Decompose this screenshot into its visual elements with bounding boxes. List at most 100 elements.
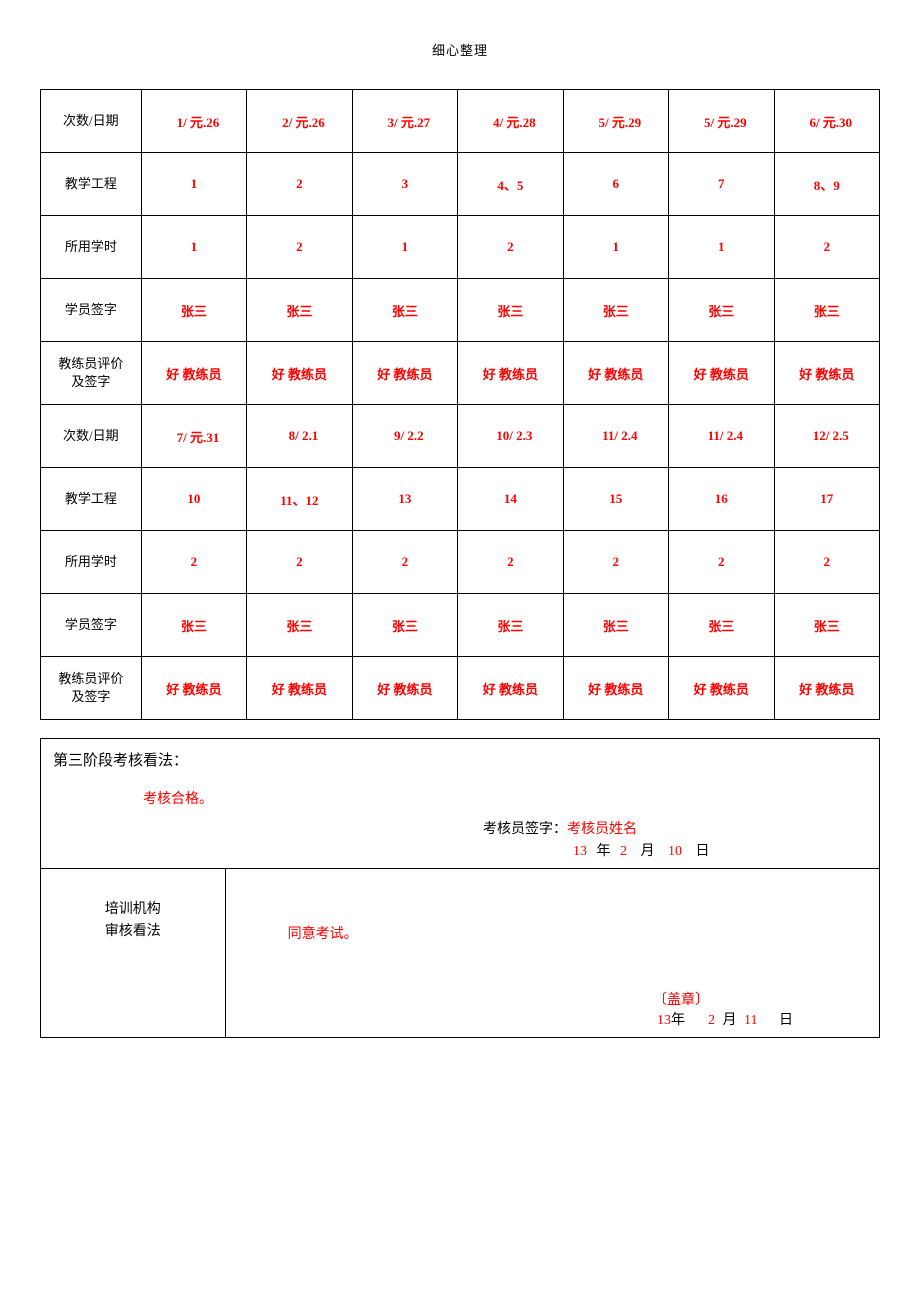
institution-row: 培训机构审核看法 同意考试。 〔盖章〕 13年 2 月 11 日 <box>41 869 880 1038</box>
assessment-title: 第三阶段考核看法： <box>53 749 867 770</box>
row-header-project: 教学工程 <box>41 153 142 216</box>
cell-hours: 2 <box>669 531 774 594</box>
cell-student: 张三 <box>669 594 774 657</box>
row-header-hours: 所用学时 <box>41 216 142 279</box>
signer-name: 考核员姓名 <box>567 822 637 837</box>
cell-date: 7/ 元.31 <box>141 405 246 468</box>
table-row: 学员签字 张三 张三 张三 张三 张三 张三 张三 <box>41 594 880 657</box>
table-row: 次数/日期 7/ 元.31 8/ 2.1 9/ 2.2 10/ 2.3 11/ … <box>41 405 880 468</box>
cell-project: 3 <box>352 153 457 216</box>
cell-coach: 好 教练员 <box>563 657 668 720</box>
cell-student: 张三 <box>774 279 880 342</box>
cell-hours: 2 <box>774 531 880 594</box>
table-row: 教学工程 1 2 3 4、5 6 7 8、9 <box>41 153 880 216</box>
cell-project: 17 <box>774 468 880 531</box>
cell-student: 张三 <box>141 594 246 657</box>
assessment-row: 第三阶段考核看法： 考核合格。 考核员签字：考核员姓名 13 年 2 月 10 … <box>41 739 880 869</box>
row-header-student: 学员签字 <box>41 594 142 657</box>
assessor-sign-line: 考核员签字：考核员姓名 <box>53 818 867 838</box>
cell-project: 8、9 <box>774 153 880 216</box>
cell-project: 13 <box>352 468 457 531</box>
cell-date: 6/ 元.30 <box>774 90 880 153</box>
cell-coach: 好 教练员 <box>247 657 352 720</box>
cell-student: 张三 <box>458 594 563 657</box>
cell-coach: 好 教练员 <box>352 657 457 720</box>
cell-hours: 2 <box>247 216 352 279</box>
cell-date: 10/ 2.3 <box>458 405 563 468</box>
cell-project: 14 <box>458 468 563 531</box>
assessment-table: 第三阶段考核看法： 考核合格。 考核员签字：考核员姓名 13 年 2 月 10 … <box>40 738 880 1038</box>
row-header-date: 次数/日期 <box>41 90 142 153</box>
cell-hours: 1 <box>141 216 246 279</box>
assessment-cell: 第三阶段考核看法： 考核合格。 考核员签字：考核员姓名 13 年 2 月 10 … <box>41 739 880 869</box>
cell-date: 8/ 2.1 <box>247 405 352 468</box>
signer-label: 考核员签字： <box>483 822 567 837</box>
cell-hours: 2 <box>458 216 563 279</box>
cell-student: 张三 <box>563 594 668 657</box>
row-header-date: 次数/日期 <box>41 405 142 468</box>
institution-body: 同意考试。 〔盖章〕 13年 2 月 11 日 <box>225 869 879 1038</box>
institution-date: 13年 2 月 11 日 <box>657 1009 793 1029</box>
table-row: 教学工程 10 11、12 13 14 15 16 17 <box>41 468 880 531</box>
cell-date: 5/ 元.29 <box>563 90 668 153</box>
cell-hours: 2 <box>352 531 457 594</box>
cell-hours: 2 <box>458 531 563 594</box>
cell-student: 张三 <box>141 279 246 342</box>
cell-date: 3/ 元.27 <box>352 90 457 153</box>
row-header-coach: 教练员评价及签字 <box>41 657 142 720</box>
cell-student: 张三 <box>563 279 668 342</box>
cell-project: 15 <box>563 468 668 531</box>
cell-hours: 1 <box>352 216 457 279</box>
institution-agree: 同意考试。 <box>288 923 867 943</box>
cell-project: 16 <box>669 468 774 531</box>
cell-hours: 2 <box>563 531 668 594</box>
cell-coach: 好 教练员 <box>458 657 563 720</box>
row-header-project: 教学工程 <box>41 468 142 531</box>
row-header-hours: 所用学时 <box>41 531 142 594</box>
institution-label: 培训机构审核看法 <box>41 869 226 1038</box>
cell-coach: 好 教练员 <box>669 342 774 405</box>
row-header-coach: 教练员评价及签字 <box>41 342 142 405</box>
training-log-table: 次数/日期 1/ 元.26 2/ 元.26 3/ 元.27 4/ 元.28 5/… <box>40 89 880 720</box>
cell-coach: 好 教练员 <box>458 342 563 405</box>
cell-hours: 2 <box>774 216 880 279</box>
cell-date: 11/ 2.4 <box>563 405 668 468</box>
table-row: 所用学时 2 2 2 2 2 2 2 <box>41 531 880 594</box>
cell-project: 2 <box>247 153 352 216</box>
table-row: 所用学时 1 2 1 2 1 1 2 <box>41 216 880 279</box>
assessment-date: 13 年 2 月 10 日 <box>53 840 867 860</box>
cell-hours: 1 <box>563 216 668 279</box>
table-row: 次数/日期 1/ 元.26 2/ 元.26 3/ 元.27 4/ 元.28 5/… <box>41 90 880 153</box>
cell-date: 11/ 2.4 <box>669 405 774 468</box>
cell-student: 张三 <box>669 279 774 342</box>
cell-coach: 好 教练员 <box>141 657 246 720</box>
cell-project: 1 <box>141 153 246 216</box>
cell-project: 4、5 <box>458 153 563 216</box>
table-row: 学员签字 张三 张三 张三 张三 张三 张三 张三 <box>41 279 880 342</box>
cell-coach: 好 教练员 <box>774 342 880 405</box>
cell-student: 张三 <box>247 279 352 342</box>
cell-coach: 好 教练员 <box>247 342 352 405</box>
cell-project: 7 <box>669 153 774 216</box>
cell-project: 11、12 <box>247 468 352 531</box>
cell-student: 张三 <box>352 594 457 657</box>
cell-student: 张三 <box>774 594 880 657</box>
cell-student: 张三 <box>247 594 352 657</box>
cell-date: 1/ 元.26 <box>141 90 246 153</box>
cell-date: 2/ 元.26 <box>247 90 352 153</box>
cell-student: 张三 <box>458 279 563 342</box>
cell-coach: 好 教练员 <box>141 342 246 405</box>
cell-coach: 好 教练员 <box>352 342 457 405</box>
cell-coach: 好 教练员 <box>563 342 668 405</box>
cell-hours: 2 <box>247 531 352 594</box>
cell-hours: 1 <box>669 216 774 279</box>
table-row: 教练员评价及签字 好 教练员 好 教练员 好 教练员 好 教练员 好 教练员 好… <box>41 342 880 405</box>
cell-coach: 好 教练员 <box>774 657 880 720</box>
cell-student: 张三 <box>352 279 457 342</box>
table-row: 教练员评价及签字 好 教练员 好 教练员 好 教练员 好 教练员 好 教练员 好… <box>41 657 880 720</box>
institution-seal: 〔盖章〕 <box>653 989 709 1009</box>
page-title: 细心整理 <box>40 40 880 59</box>
cell-date: 9/ 2.2 <box>352 405 457 468</box>
assessment-result: 考核合格。 <box>143 788 867 808</box>
cell-date: 5/ 元.29 <box>669 90 774 153</box>
